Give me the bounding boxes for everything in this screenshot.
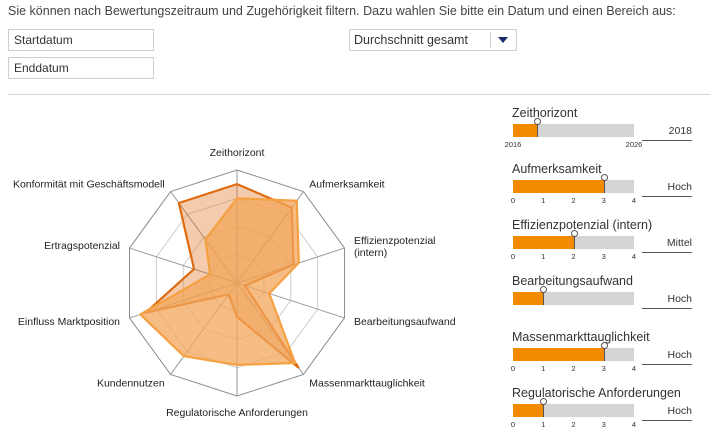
axis-label-4: Bearbeitungsaufwand (354, 316, 456, 328)
end-date-input[interactable] (8, 57, 154, 79)
radar-chart: Zeithorizont Aufmerksamkeit Effizienzpoten… (13, 147, 456, 419)
axis-label-5: Massenmarkttauglichkeit (309, 378, 425, 390)
slider-value-underline (642, 308, 692, 309)
slider-fill (513, 124, 538, 137)
slider-fill (513, 404, 544, 417)
slider-tick-label: 1 (541, 196, 546, 205)
radar-series-2 (139, 197, 300, 367)
slider-value-underline (642, 252, 692, 253)
slider-value[interactable]: Mittel (666, 237, 692, 249)
axis-label-2: Aufmerksamkeit (309, 178, 384, 190)
slider-value-underline (642, 196, 692, 197)
slider-value[interactable]: 2018 (668, 125, 692, 137)
axis-label-1: Zeithorizont (210, 147, 265, 159)
slider-tick-label: 4 (631, 420, 637, 429)
slider-tick-label: 1 (541, 252, 546, 261)
slider-fill (513, 236, 574, 249)
slider-ticks: 0 1 2 3 4 (510, 252, 637, 262)
slider-tick-label: 2 (571, 252, 576, 261)
slider-tick-label: 2 (571, 364, 576, 373)
slider-tick-label: 0 (510, 420, 516, 429)
slider-tick-label: 2026 (625, 140, 643, 149)
slider-tick-label: 4 (631, 196, 637, 205)
slider-value[interactable]: Hoch (667, 405, 692, 417)
slider-track[interactable] (513, 118, 634, 137)
slider-value-underline (642, 364, 692, 365)
slider-tick-label: 0 (510, 364, 516, 373)
slider-tick-label: 4 (631, 364, 637, 373)
slider-handle-icon[interactable] (600, 174, 608, 181)
axis-label-7: Kundennutzen (97, 378, 165, 390)
slider-tick-label: 3 (601, 252, 606, 261)
slider-track[interactable] (513, 286, 634, 305)
slider-title: Bearbeitungsaufwand (512, 274, 633, 288)
slider-title: Massenmarkttauglichkeit (512, 330, 650, 344)
slider-tick-label: 3 (601, 196, 606, 205)
slider-handle-icon[interactable] (540, 286, 548, 293)
slider-tick-label: 4 (631, 252, 637, 261)
slider-5[interactable]: Massenmarkttauglichkeit 0 1 2 3 4 Hoch (510, 330, 712, 386)
slider-track[interactable] (513, 230, 634, 249)
slider-1[interactable]: Zeithorizont 2016 2026 2018 (505, 106, 712, 162)
slider-handle-stem[interactable] (543, 404, 545, 417)
slider-value[interactable]: Hoch (667, 293, 692, 305)
slider-tick-label: 0 (510, 252, 516, 261)
slider-title: Regulatorische Anforderungen (512, 386, 681, 400)
slider-title: Zeithorizont (512, 106, 578, 120)
slider-tick-label: 2 (571, 196, 576, 205)
axis-label-10: Konformität mit Geschäftsmodell (13, 178, 165, 190)
slider-tick-label: 1 (541, 364, 546, 373)
slider-title: Effizienzpotenzial (intern) (512, 218, 653, 232)
slider-ticks: 0 1 2 3 4 (510, 364, 637, 374)
slider-tick-label: 3 (601, 364, 606, 373)
slider-fill (513, 348, 604, 361)
slider-handle-stem[interactable] (573, 236, 575, 249)
slider-tick-label: 2016 (504, 140, 522, 149)
slider-handle-icon[interactable] (534, 118, 542, 125)
select-separator (490, 32, 491, 48)
slider-value-underline (642, 420, 692, 421)
slider-4[interactable]: Bearbeitungsaufwand Hoch (512, 274, 712, 330)
slider-handle-icon[interactable] (570, 230, 578, 237)
chevron-down-icon[interactable] (498, 37, 508, 43)
slider-handle-stem[interactable] (603, 348, 605, 361)
slider-track[interactable] (513, 174, 634, 193)
slider-ticks: 0 1 2 3 4 (510, 196, 637, 206)
slider-value-underline (642, 140, 692, 141)
area-select[interactable]: Durchschnitt gesamt (349, 29, 517, 51)
slider-track[interactable] (513, 398, 634, 417)
slider-tick-label: 0 (510, 196, 516, 205)
slider-handle-stem[interactable] (537, 124, 539, 137)
divider (8, 94, 710, 95)
axis-label-3: Effizienzpotenzial (intern) (354, 235, 436, 259)
axis-label-6: Regulatorische Anforderungen (166, 407, 308, 419)
slider-value[interactable]: Hoch (667, 349, 692, 361)
slider-handle-stem[interactable] (603, 180, 605, 193)
slider-handle-icon[interactable] (540, 398, 548, 405)
slider-tick-label: 2 (571, 420, 576, 429)
slider-handle-stem[interactable] (543, 292, 545, 305)
slider-title: Aufmerksamkeit (512, 162, 602, 176)
slider-value[interactable]: Hoch (667, 181, 692, 193)
slider-fill (513, 180, 604, 193)
intro-text: Sie können nach Bewertungszeitraum und Z… (8, 4, 676, 18)
slider-6[interactable]: Regulatorische Anforderungen 0 1 2 3 4 Hoch (510, 386, 712, 442)
slider-tick-label: 3 (601, 420, 606, 429)
area-select-value: Durchschnitt gesamt (354, 33, 468, 47)
slider-fill (513, 292, 544, 305)
slider-ticks: 2016 2026 (505, 140, 643, 150)
axis-label-8: Einfluss Marktposition (18, 316, 120, 328)
slider-3[interactable]: Effizienzpotenzial (intern) 0 1 2 3 4 Mittel (510, 218, 712, 274)
slider-tick-label: 1 (541, 420, 546, 429)
start-date-input[interactable] (8, 29, 154, 51)
slider-track[interactable] (513, 342, 634, 361)
slider-2[interactable]: Aufmerksamkeit 0 1 2 3 4 Hoch (510, 162, 712, 218)
axis-label-9: Ertragspotenzial (44, 240, 120, 252)
slider-handle-icon[interactable] (600, 342, 608, 349)
slider-ticks: 0 1 2 3 4 (510, 420, 637, 430)
